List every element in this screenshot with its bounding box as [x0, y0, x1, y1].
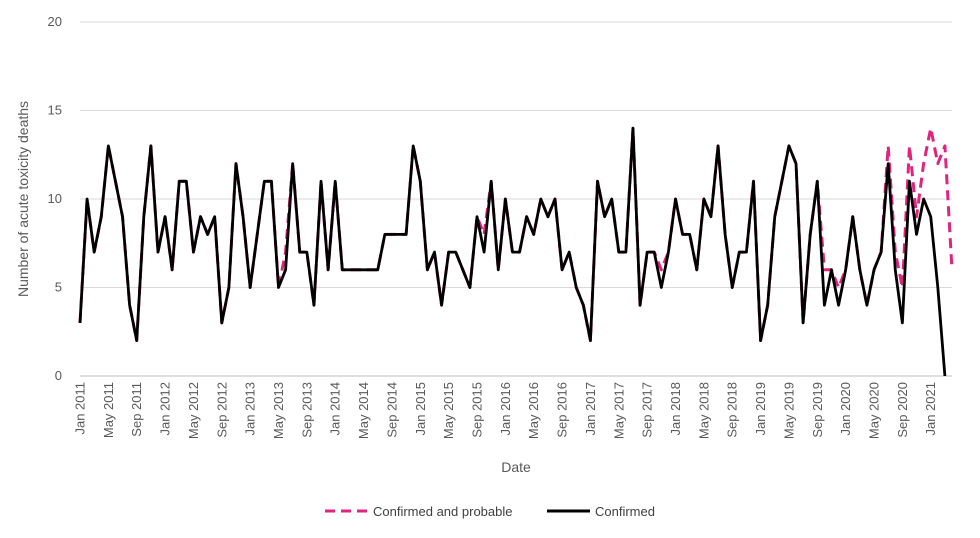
- x-tick-label-may-2017: May 2017: [611, 382, 626, 439]
- x-tick-label-jan-2021: Jan 2021: [923, 382, 938, 436]
- x-tick-label-jan-2020: Jan 2020: [838, 382, 853, 436]
- x-tick-label-jan-2014: Jan 2014: [328, 382, 343, 436]
- legend-label-confirmed-and-probable: Confirmed and probable: [373, 504, 512, 519]
- x-tick-label-sep-2018: Sep 2018: [725, 382, 740, 438]
- x-tick-label-jan-2011: Jan 2011: [73, 382, 88, 435]
- gridlines: [80, 21, 952, 377]
- x-tick-label-jan-2016: Jan 2016: [498, 382, 513, 436]
- series-line-confirmed: [78, 126, 947, 377]
- x-tick-label-jan-2019: Jan 2019: [753, 382, 768, 436]
- x-tick-label-sep-2016: Sep 2016: [555, 382, 570, 438]
- x-axis-title: Date: [501, 459, 531, 475]
- x-tick-label-sep-2015: Sep 2015: [470, 382, 485, 438]
- y-tick-label: 5: [55, 280, 62, 295]
- x-tick-label-may-2015: May 2015: [441, 382, 456, 439]
- y-axis-title: Number of acute toxicity deaths: [15, 101, 31, 297]
- x-tick-label-may-2013: May 2013: [271, 382, 286, 439]
- x-tick-label-sep-2011: Sep 2011: [129, 382, 144, 437]
- x-tick-label-sep-2020: Sep 2020: [895, 382, 910, 438]
- y-axis-ticks: 0 5 10 15 20: [48, 14, 62, 383]
- x-tick-label-jan-2017: Jan 2017: [583, 382, 598, 436]
- series-layer: [78, 126, 954, 377]
- x-axis-ticks: Jan 2011 May 2011 Sep 2011 Jan 2012 May 2012…: [73, 382, 939, 439]
- x-tick-label-jan-2018: Jan 2018: [668, 382, 683, 436]
- x-tick-label-may-2020: May 2020: [867, 382, 882, 439]
- x-tick-label-may-2011: May 2011: [101, 382, 116, 438]
- x-tick-label-may-2018: May 2018: [696, 382, 711, 439]
- y-tick-label: 15: [48, 103, 62, 118]
- x-tick-label-jan-2015: Jan 2015: [413, 382, 428, 436]
- x-tick-label-may-2012: May 2012: [186, 382, 201, 439]
- x-tick-label-sep-2014: Sep 2014: [384, 382, 399, 438]
- x-tick-label-may-2019: May 2019: [781, 382, 796, 439]
- legend: Confirmed and probable Confirmed: [325, 504, 655, 519]
- x-tick-label-sep-2012: Sep 2012: [214, 382, 229, 438]
- x-tick-label-may-2014: May 2014: [356, 382, 371, 439]
- x-tick-label-jan-2013: Jan 2013: [243, 382, 258, 436]
- x-tick-label-may-2016: May 2016: [526, 382, 541, 439]
- y-tick-label: 20: [48, 14, 62, 29]
- x-tick-label-sep-2013: Sep 2013: [299, 382, 314, 438]
- legend-label-confirmed: Confirmed: [595, 504, 655, 519]
- x-tick-label-sep-2019: Sep 2019: [810, 382, 825, 438]
- x-tick-label-sep-2017: Sep 2017: [640, 382, 655, 438]
- x-tick-label-jan-2012: Jan 2012: [158, 382, 173, 436]
- y-tick-label: 10: [48, 191, 62, 206]
- y-tick-label: 0: [55, 368, 62, 383]
